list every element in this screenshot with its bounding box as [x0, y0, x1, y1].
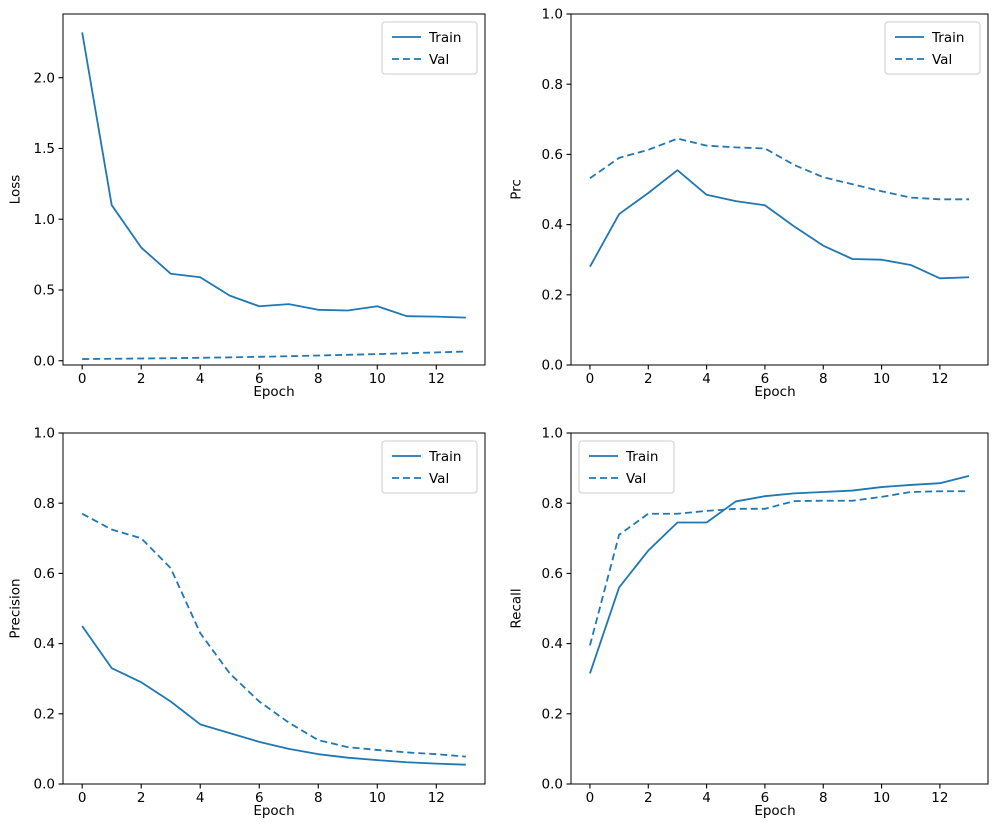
prc-train-line — [589, 169, 970, 280]
prc-y-tick-label: 0.2 — [542, 287, 563, 303]
precision-y-axis-label: Precision — [7, 578, 24, 639]
prc-x-tick-label: 6 — [761, 371, 770, 387]
prc-y-tick-label: 0.6 — [542, 147, 563, 163]
loss-y-tick-label: 1.5 — [34, 141, 55, 157]
loss-x-tick-label: 10 — [369, 371, 386, 387]
recall-y-tick-label: 0.2 — [542, 706, 563, 722]
loss-x-tick-label: 2 — [137, 371, 146, 387]
recall-train-line — [589, 474, 970, 674]
loss-train-line — [81, 32, 466, 319]
recall-axes: 0 2 4 6 8 10 12 0.0 0.2 0.4 0.6 0.8 1.0 — [542, 426, 989, 806]
prc-x-tick-label: 12 — [931, 371, 948, 387]
recall-x-tick-label: 12 — [931, 790, 948, 806]
precision-train-line — [81, 625, 466, 766]
recall-x-tick-label: 0 — [586, 790, 595, 806]
recall-y-tick-label: 0.0 — [542, 777, 563, 793]
loss-y-tick-label: 1.0 — [34, 212, 55, 228]
recall-y-tick-label: 0.4 — [542, 636, 563, 652]
prc-x-tick-label: 4 — [702, 371, 711, 387]
precision-x-tick-label: 4 — [196, 790, 205, 806]
loss-legend: Train Val — [381, 21, 478, 75]
subplot-recall: 0 2 4 6 8 10 12 0.0 0.2 0.4 0.6 0.8 1.0 Train Val Reca… — [501, 419, 1001, 838]
recall-legend-train-label: Train — [625, 449, 658, 465]
recall-x-axis-label: Epoch — [754, 803, 796, 819]
prc-y-tick-label: 1.0 — [542, 7, 563, 23]
prc-x-tick-label: 10 — [873, 371, 890, 387]
recall-legend: Train Val — [578, 440, 675, 494]
loss-y-tick-label: 0.0 — [34, 353, 55, 369]
prc-axes: 0 2 4 6 8 10 12 0.0 0.2 0.4 0.6 0.8 1.0 — [542, 7, 989, 387]
loss-x-tick-label: 8 — [314, 371, 323, 387]
prc-y-axis-label: Prc — [508, 179, 525, 200]
precision-val-line — [81, 512, 466, 758]
precision-y-tick-label: 1.0 — [34, 426, 55, 442]
recall-y-tick-label: 0.6 — [542, 566, 563, 582]
precision-x-tick-label: 12 — [428, 790, 445, 806]
loss-x-tick-label: 4 — [196, 371, 205, 387]
loss-axes: 0 2 4 6 8 10 12 0.0 0.5 1.0 1.5 2.0 — [34, 13, 486, 387]
prc-chart-canvas: 0 2 4 6 8 10 12 0.0 0.2 0.4 0.6 0.8 1.0 Train Val — [542, 7, 989, 387]
loss-y-tick-label: 2.0 — [34, 70, 55, 86]
prc-y-tick-label: 0.8 — [542, 77, 563, 93]
loss-x-tick-label: 6 — [255, 371, 264, 387]
subplot-loss: 0 2 4 6 8 10 12 0.0 0.5 1.0 1.5 2.0 Train Val Loss Ep… — [0, 0, 500, 419]
recall-x-tick-label: 6 — [761, 790, 770, 806]
precision-legend: Train Val — [381, 440, 478, 494]
loss-val-line — [82, 350, 466, 360]
prc-x-tick-label: 2 — [644, 371, 653, 387]
prc-legend-val-label: Val — [932, 52, 952, 68]
precision-y-tick-label: 0.6 — [34, 566, 55, 582]
precision-y-tick-label: 0.8 — [34, 496, 55, 512]
recall-y-axis-label: Recall — [508, 588, 525, 629]
recall-y-tick-label: 1.0 — [542, 426, 563, 442]
recall-legend-val-label: Val — [626, 471, 646, 487]
recall-val-line — [589, 490, 970, 646]
prc-val-line — [589, 137, 970, 201]
loss-legend-val-label: Val — [429, 52, 449, 68]
loss-chart-canvas: 0 2 4 6 8 10 12 0.0 0.5 1.0 1.5 2.0 Train Val — [34, 13, 486, 387]
precision-x-tick-label: 10 — [369, 790, 386, 806]
precision-y-tick-label: 0.2 — [34, 706, 55, 722]
recall-x-tick-label: 10 — [873, 790, 890, 806]
prc-legend: Train Val — [884, 21, 981, 75]
precision-x-tick-label: 0 — [78, 790, 87, 806]
precision-y-tick-label: 0.0 — [34, 777, 55, 793]
loss-x-axis-label: Epoch — [253, 384, 295, 400]
prc-legend-train-label: Train — [931, 30, 964, 46]
prc-x-tick-label: 8 — [819, 371, 828, 387]
loss-x-tick-label: 0 — [78, 371, 87, 387]
loss-x-tick-label: 12 — [428, 371, 445, 387]
subplot-prc: 0 2 4 6 8 10 12 0.0 0.2 0.4 0.6 0.8 1.0 Train Val Prc … — [501, 0, 1001, 419]
precision-legend-val-label: Val — [429, 471, 449, 487]
recall-chart-canvas: 0 2 4 6 8 10 12 0.0 0.2 0.4 0.6 0.8 1.0 Train Val — [542, 426, 989, 806]
precision-x-tick-label: 6 — [255, 790, 264, 806]
subplot-precision: 0 2 4 6 8 10 12 0.0 0.2 0.4 0.6 0.8 1.0 Train Val Prec… — [0, 419, 500, 838]
precision-x-axis-label: Epoch — [253, 803, 295, 819]
loss-y-axis-label: Loss — [7, 174, 24, 205]
precision-legend-train-label: Train — [428, 449, 461, 465]
recall-x-tick-label: 4 — [702, 790, 711, 806]
prc-y-tick-label: 0.4 — [542, 217, 563, 233]
recall-x-tick-label: 2 — [644, 790, 653, 806]
precision-y-tick-label: 0.4 — [34, 636, 55, 652]
recall-x-tick-label: 8 — [819, 790, 828, 806]
prc-x-tick-label: 0 — [586, 371, 595, 387]
precision-axes: 0 2 4 6 8 10 12 0.0 0.2 0.4 0.6 0.8 1.0 — [34, 426, 486, 806]
precision-x-tick-label: 8 — [314, 790, 323, 806]
prc-y-tick-label: 0.0 — [542, 358, 563, 374]
precision-chart-canvas: 0 2 4 6 8 10 12 0.0 0.2 0.4 0.6 0.8 1.0 Train Val — [34, 426, 486, 806]
prc-x-axis-label: Epoch — [754, 384, 796, 400]
precision-x-tick-label: 2 — [137, 790, 146, 806]
recall-y-tick-label: 0.8 — [542, 496, 563, 512]
loss-y-tick-label: 0.5 — [34, 283, 55, 299]
loss-legend-train-label: Train — [428, 30, 461, 46]
